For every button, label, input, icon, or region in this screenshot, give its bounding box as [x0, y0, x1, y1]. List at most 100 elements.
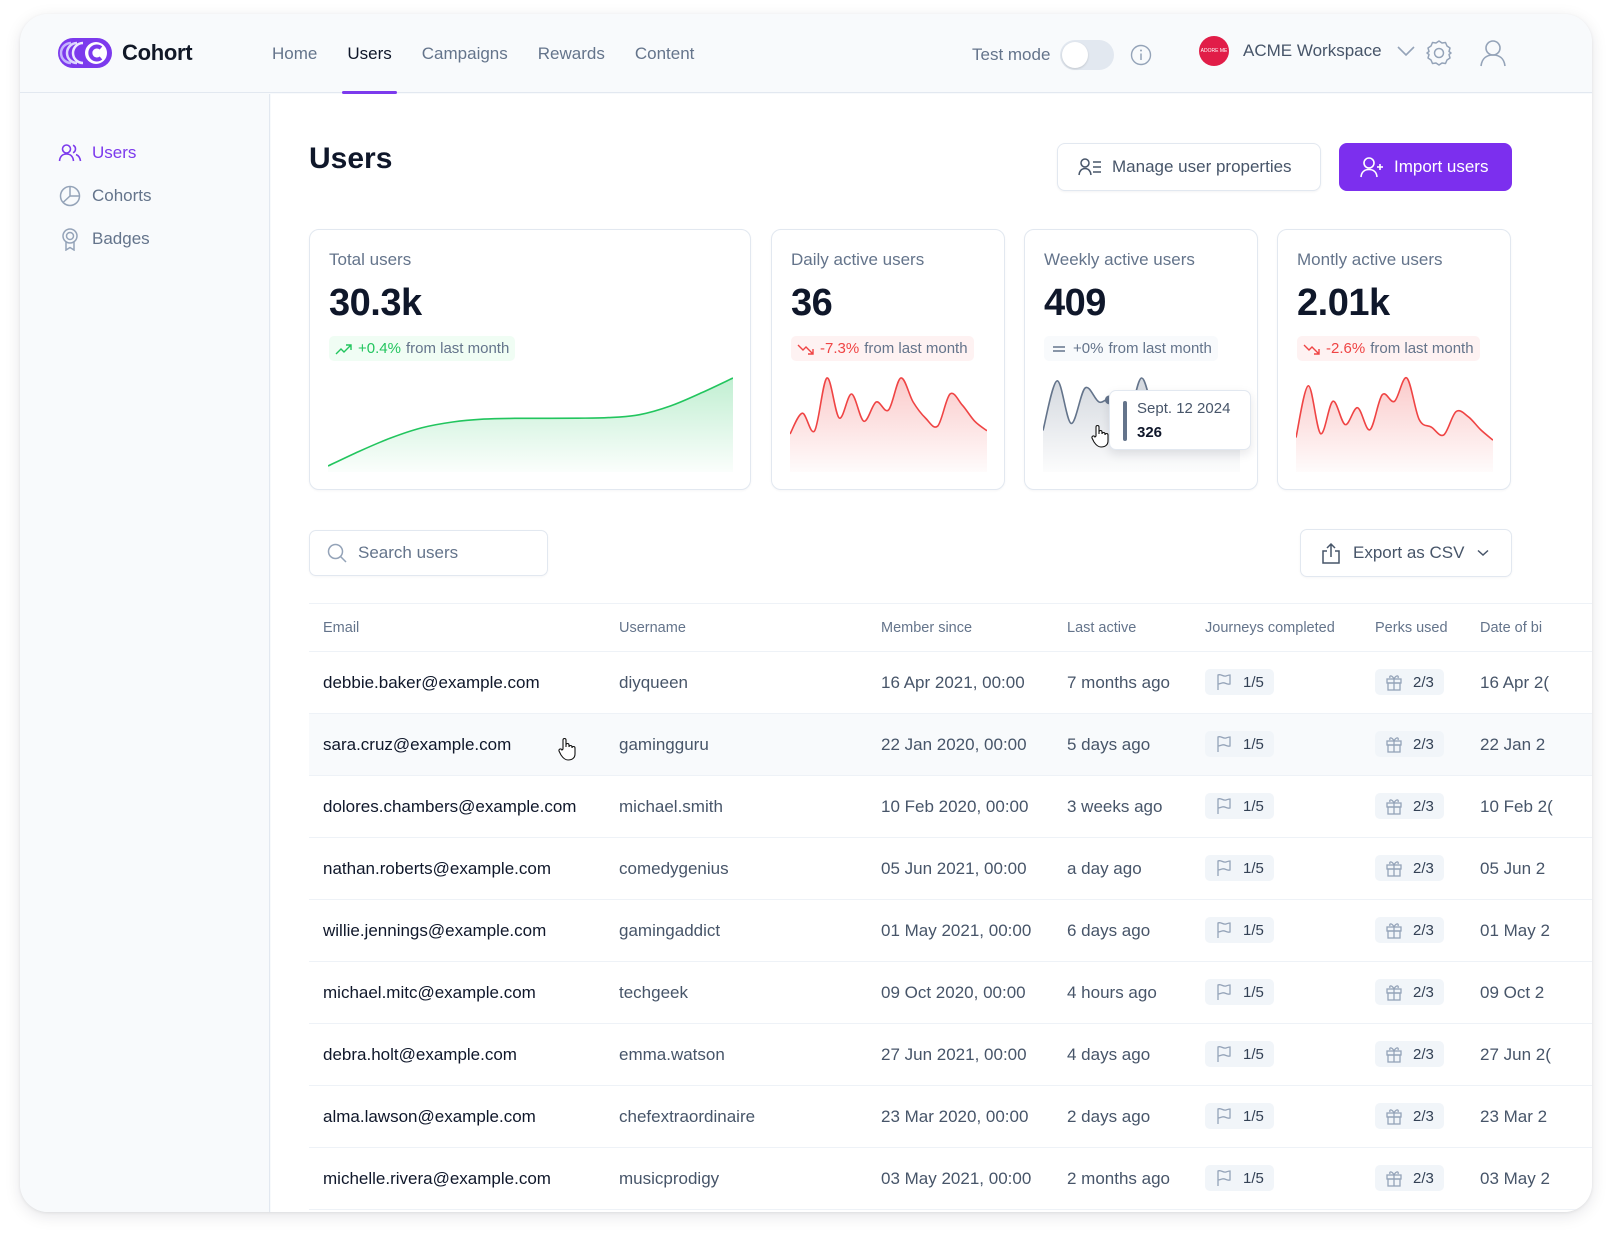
column-header-date-of-birth[interactable]: Date of bi	[1480, 620, 1543, 636]
perks-badge: 2/3	[1375, 793, 1444, 819]
cell-last-active: 5 days ago	[1067, 735, 1151, 754]
search-box[interactable]	[309, 530, 548, 576]
stat-label: Daily active users	[791, 250, 925, 269]
gift-icon	[1386, 923, 1402, 939]
journeys-value: 1/5	[1243, 983, 1264, 1001]
journeys-badge: 1/5	[1205, 793, 1274, 819]
flag-icon	[1217, 860, 1231, 876]
cell-username: emma.watson	[619, 1045, 725, 1064]
logo[interactable]: Cohort	[58, 38, 193, 68]
sidebar-item-cohorts[interactable]: Cohorts	[58, 184, 152, 208]
column-header-username[interactable]: Username	[619, 620, 686, 636]
cell-username: comedygenius	[619, 859, 729, 878]
export-label: Export as CSV	[1353, 543, 1465, 562]
search-icon	[327, 543, 347, 563]
chevron-down-icon	[1396, 46, 1415, 57]
sparkline-area	[328, 378, 733, 472]
table-body: debbie.baker@example.com diyqueen 16 Apr 2…	[309, 652, 1592, 1210]
table-row[interactable]: sara.cruz@example.com gamingguru 22 Jan 20…	[309, 714, 1592, 776]
table-row[interactable]: dolores.chambers@example.com michael.smit…	[309, 776, 1592, 838]
sparkline-total-users	[328, 377, 733, 472]
trend-suffix: from last month	[1370, 340, 1474, 357]
user-profile-icon[interactable]	[1478, 38, 1508, 68]
perks-badge: 2/3	[1375, 1103, 1444, 1129]
flag-icon	[1217, 1046, 1231, 1062]
workspace-switcher[interactable]: ADORE ME ACME Workspace	[1199, 36, 1416, 66]
journeys-badge: 1/5	[1205, 1103, 1274, 1129]
table-row[interactable]: michael.mitc@example.com techgeek 09 Oct 2…	[309, 962, 1592, 1024]
trend-badge: +0% from last month	[1044, 336, 1218, 361]
journeys-badge: 1/5	[1205, 669, 1274, 695]
workspace-avatar: ADORE ME	[1199, 36, 1229, 66]
trend-percent: +0.4%	[358, 340, 401, 357]
info-icon[interactable]	[1130, 44, 1152, 66]
stat-value: 2.01k	[1297, 282, 1390, 324]
perks-value: 2/3	[1413, 797, 1434, 815]
nav-campaigns[interactable]: Campaigns	[421, 44, 508, 63]
table-row[interactable]: alma.lawson@example.com chefextraordinair…	[309, 1086, 1592, 1148]
search-input[interactable]	[358, 543, 528, 563]
cell-last-active: 7 months ago	[1067, 673, 1171, 692]
perks-value: 2/3	[1413, 921, 1434, 939]
column-header-member-since[interactable]: Member since	[881, 620, 973, 636]
table-row[interactable]: debbie.baker@example.com diyqueen 16 Apr 2…	[309, 652, 1592, 714]
journeys-value: 1/5	[1243, 1107, 1264, 1125]
sidebar-item-users[interactable]: Users	[58, 141, 136, 165]
nav-rewards[interactable]: Rewards	[537, 44, 605, 63]
cell-member-since: 10 Feb 2020, 00:00	[881, 797, 1029, 816]
journeys-badge: 1/5	[1205, 731, 1274, 757]
gift-icon	[1386, 737, 1402, 753]
stat-value: 409	[1044, 282, 1106, 324]
flag-icon	[1217, 674, 1231, 690]
column-header-journeys-completed[interactable]: Journeys completed	[1205, 620, 1335, 636]
journeys-value: 1/5	[1243, 735, 1264, 753]
journeys-value: 1/5	[1243, 797, 1264, 815]
cohort-logo-icon	[58, 38, 112, 68]
table-row[interactable]: michelle.rivera@example.com musicprodigy 0…	[309, 1148, 1592, 1210]
journeys-value: 1/5	[1243, 921, 1264, 939]
table-row[interactable]: willie.jennings@example.com gamingaddict 0…	[309, 900, 1592, 962]
cell-last-active: 4 hours ago	[1067, 983, 1157, 1002]
journeys-value: 1/5	[1243, 673, 1264, 691]
gift-icon	[1386, 985, 1402, 1001]
cell-member-since: 09 Oct 2020, 00:00	[881, 983, 1026, 1002]
cell-date-of-birth: 22 Jan 2	[1480, 735, 1546, 754]
cell-last-active: 3 weeks ago	[1067, 797, 1163, 816]
flag-icon	[1217, 798, 1231, 814]
cell-username: gamingaddict	[619, 921, 721, 940]
cell-username: diyqueen	[619, 673, 689, 692]
perks-badge: 2/3	[1375, 855, 1444, 881]
nav-home[interactable]: Home	[272, 44, 318, 63]
column-header-email[interactable]: Email	[323, 620, 360, 636]
nav-users[interactable]: Users	[342, 14, 398, 94]
toggle-knob	[1062, 42, 1089, 68]
perks-value: 2/3	[1413, 673, 1434, 691]
perks-badge: 2/3	[1375, 979, 1444, 1005]
trend-percent: -2.6%	[1326, 340, 1366, 357]
table-row[interactable]: debra.holt@example.com emma.watson 27 Jun …	[309, 1024, 1592, 1086]
trend-percent: +0%	[1073, 340, 1104, 357]
cell-last-active: 2 months ago	[1067, 1169, 1171, 1188]
flag-icon	[1217, 984, 1231, 1000]
cell-email: dolores.chambers@example.com	[323, 797, 577, 816]
workspace-name: ACME Workspace	[1243, 41, 1382, 60]
sparkline-line	[328, 377, 733, 467]
sidebar-item-badges[interactable]: Badges	[58, 227, 150, 251]
column-header-last-active[interactable]: Last active	[1067, 620, 1137, 636]
table-row[interactable]: nathan.roberts@example.com comedygenius 05…	[309, 838, 1592, 900]
gift-icon	[1386, 1171, 1402, 1187]
export-csv-button[interactable]: Export as CSV	[1300, 529, 1512, 577]
tooltip-color-bar	[1123, 401, 1127, 441]
import-users-button[interactable]: Import users	[1339, 143, 1512, 191]
column-header-perks-used[interactable]: Perks used	[1375, 620, 1448, 636]
cell-member-since: 23 Mar 2020, 00:00	[881, 1107, 1029, 1126]
cell-email: sara.cruz@example.com	[323, 735, 512, 754]
sparkline-daily-active-users	[790, 377, 987, 472]
manage-user-properties-button[interactable]: Manage user properties	[1057, 143, 1321, 191]
test-mode-toggle[interactable]	[1060, 40, 1115, 70]
journeys-badge: 1/5	[1205, 917, 1274, 943]
user-plus-icon	[1360, 157, 1383, 178]
nav-content[interactable]: Content	[634, 44, 695, 63]
cell-date-of-birth: 09 Oct 2	[1480, 983, 1545, 1002]
gear-icon[interactable]	[1424, 38, 1454, 68]
